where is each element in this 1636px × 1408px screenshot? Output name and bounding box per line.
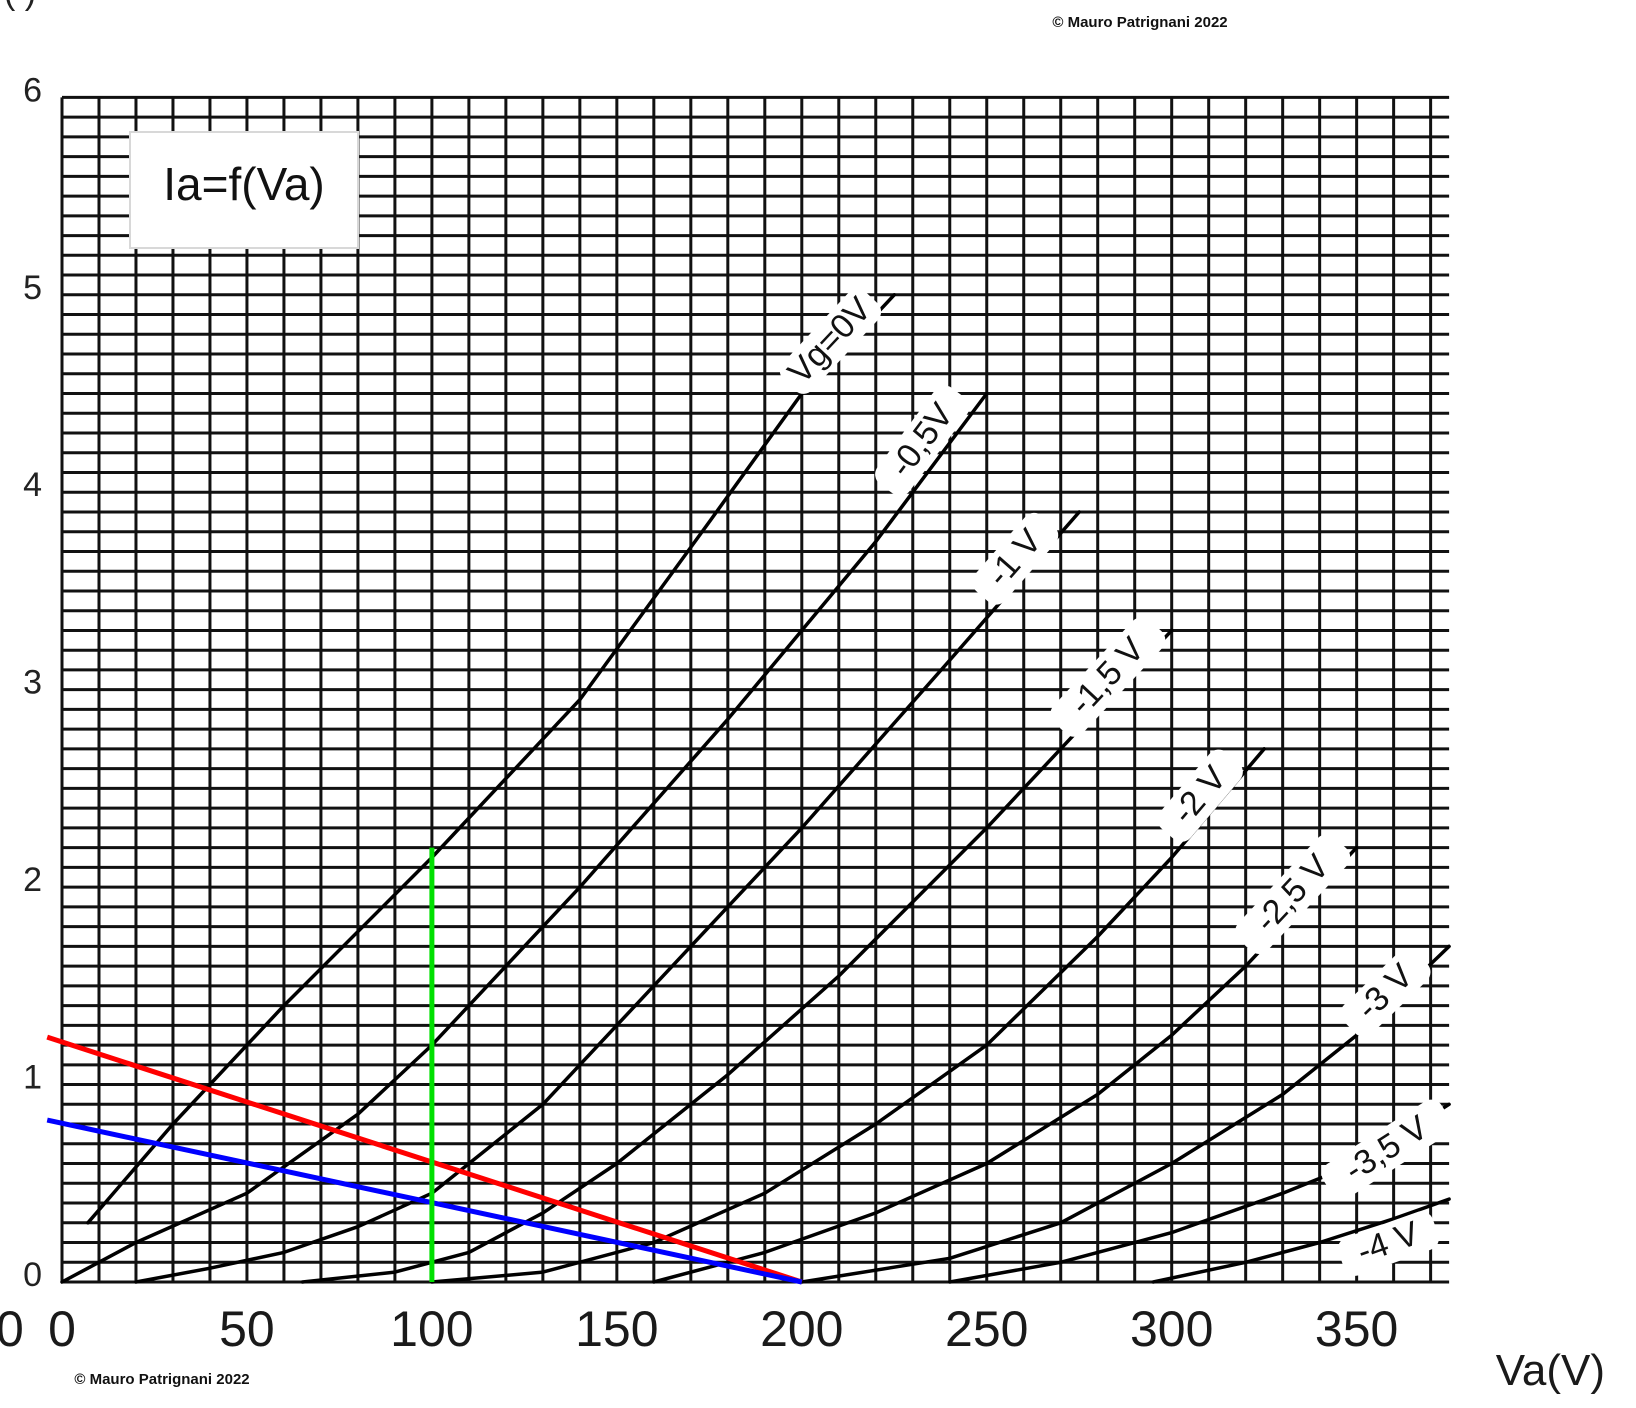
curve-label-halo [779, 288, 882, 394]
x-tick-label: 350 [1315, 1301, 1398, 1357]
partial-zero-label: 0 [0, 1301, 24, 1357]
curve-label-halo [1050, 617, 1166, 737]
y-tick-label: 5 [23, 269, 42, 307]
curve-label-halo [1157, 749, 1243, 842]
copyright-bottom: © Mauro Patrignani 2022 [74, 1371, 249, 1388]
y-tick-labels: 0 1 2 3 4 5 6 [23, 71, 42, 1294]
grid [60, 95, 1450, 1284]
y-tick-label: 3 [23, 664, 42, 702]
x-tick-label: 150 [575, 1301, 658, 1357]
x-tick-label: 300 [1130, 1301, 1213, 1357]
chart-title-box: Ia=f(Va) [129, 131, 359, 249]
overlay-lines [46, 847, 803, 1285]
curves [60, 293, 1451, 1284]
curve-label-halo [875, 385, 970, 496]
y-tick-label: 2 [23, 861, 42, 899]
x-tick-label: 0 [48, 1301, 76, 1357]
overlay-line [46, 1034, 803, 1285]
partial-y-axis-label: ( ) [4, 0, 36, 12]
curve-label-halo [1337, 1211, 1439, 1276]
y-tick-label: 6 [23, 71, 42, 109]
series-curve [430, 747, 1266, 1284]
x-tick-label: 50 [219, 1301, 275, 1357]
x-tick-label: 200 [760, 1301, 843, 1357]
curve-label-halo [1340, 948, 1431, 1037]
copyright-top: © Mauro Patrignani 2022 [1052, 14, 1227, 31]
x-tick-label: 250 [945, 1301, 1028, 1357]
x-tick-label: 100 [390, 1301, 473, 1357]
series-curve [800, 944, 1451, 1284]
y-tick-label: 0 [23, 1256, 42, 1294]
y-tick-label: 4 [23, 466, 42, 504]
series-curve [86, 293, 897, 1225]
series-curve [1151, 1197, 1451, 1284]
series-curve [134, 510, 1081, 1284]
curve-label-halo [1235, 834, 1351, 954]
curve-label-halo [972, 512, 1059, 605]
series-curve [652, 845, 1359, 1284]
chart-title: Ia=f(Va) [163, 158, 325, 210]
y-tick-label: 1 [23, 1059, 42, 1097]
overlay-line [46, 1117, 803, 1285]
x-axis-label: Va(V) [1496, 1346, 1605, 1395]
series-curve [300, 628, 1174, 1284]
curve-label-halo [1321, 1099, 1452, 1200]
x-tick-labels: 0 50 100 150 200 250 300 350 [48, 1301, 1398, 1357]
